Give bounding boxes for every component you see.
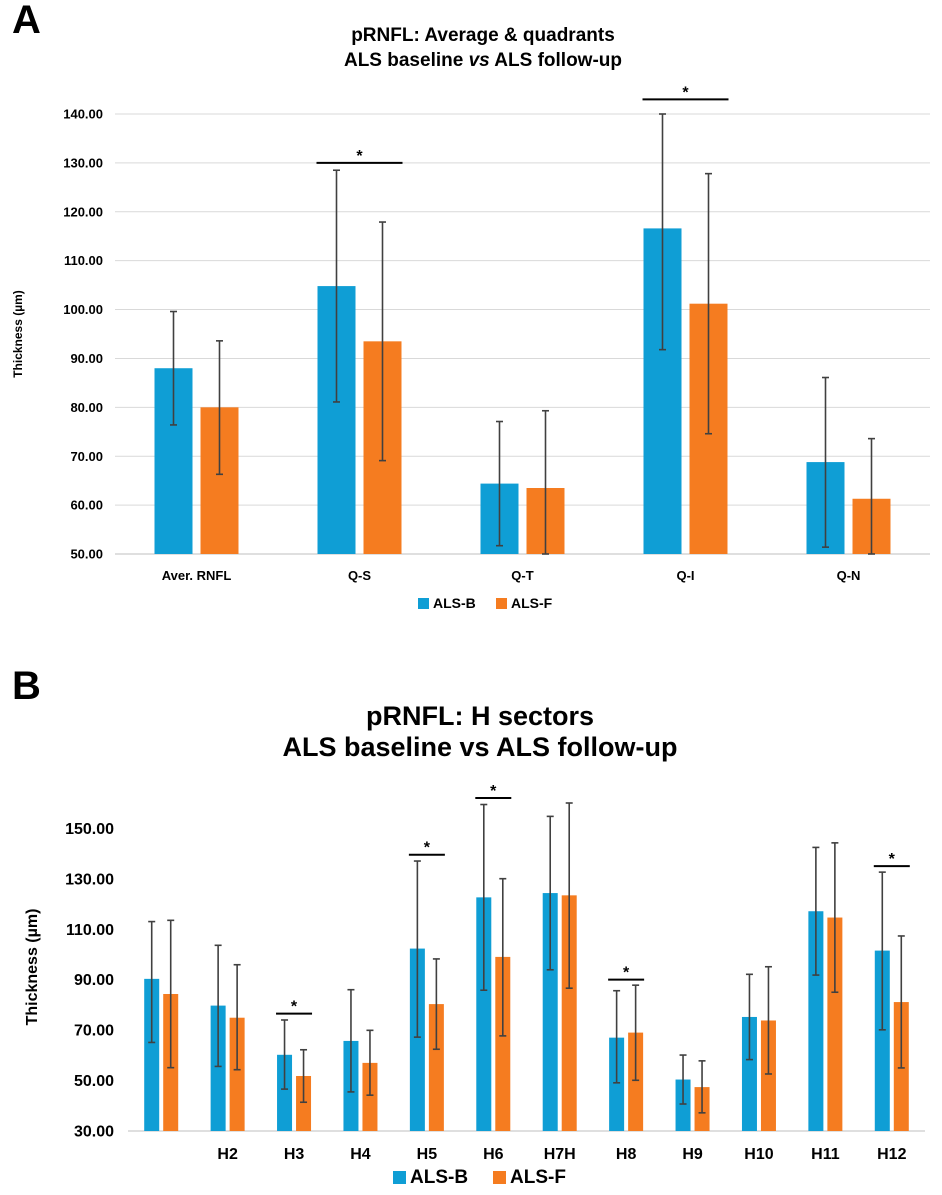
chart-a-significance-star: * <box>682 84 689 101</box>
chart-b-category-label: H9 <box>682 1146 703 1163</box>
chart-b-ytick-label: 150.00 <box>65 821 114 838</box>
chart-a-ytick-label: 50.00 <box>70 547 103 562</box>
chart-b-bar-als-f-2 <box>296 1075 312 1131</box>
chart-b-legend-swatch-als-b <box>393 1171 406 1184</box>
chart-b-category-label: H8 <box>616 1146 637 1163</box>
chart-b-bar-als-b-0 <box>144 978 160 1131</box>
chart-a-ytick-label: 60.00 <box>70 498 103 513</box>
chart-b-ylabel: Thickness (µm) <box>24 909 41 1026</box>
chart-a-category-label: Q-N <box>837 568 861 583</box>
chart-b-legend-label-als-b: ALS-B <box>410 1167 468 1188</box>
panel-b-letter: B <box>12 664 41 708</box>
chart-a-ytick-label: 80.00 <box>70 400 103 415</box>
chart-b-significance-star: * <box>424 840 431 857</box>
chart-b-significance-star: * <box>889 851 896 868</box>
chart-b-bar-als-f-5 <box>495 956 511 1131</box>
chart-b-significance-star: * <box>490 783 497 800</box>
chart-a-ytick-label: 110.00 <box>64 253 103 268</box>
chart-b-bar-als-f-6 <box>561 895 577 1131</box>
chart-b-bar-als-f-7 <box>628 1032 644 1131</box>
chart-b-category-label: H7H <box>544 1146 576 1163</box>
chart-b-category-label: H4 <box>350 1146 371 1163</box>
chart-b-bar-als-b-11 <box>874 950 890 1131</box>
chart-b-bar-als-f-1 <box>229 1017 245 1131</box>
chart-b-bar-als-b-4 <box>409 948 425 1131</box>
chart-b-bar-als-f-4 <box>428 1004 444 1131</box>
chart-b-bar-als-f-3 <box>362 1062 378 1131</box>
chart-b-ytick-label: 90.00 <box>74 972 114 989</box>
chart-a-significance-star: * <box>356 148 363 165</box>
chart-b-significance-star: * <box>623 965 630 982</box>
chart-a-subtitle-part: vs <box>469 50 490 71</box>
chart-a-category-label: Q-I <box>676 568 694 583</box>
chart-a: pRNFL: Average & quadrants ALS baseline v… <box>11 25 930 611</box>
chart-a-title: pRNFL: Average & quadrants <box>351 25 615 46</box>
chart-b-ytick-label: 130.00 <box>65 871 114 888</box>
chart-b-category-label: H6 <box>483 1146 504 1163</box>
chart-b-category-label: H3 <box>284 1146 305 1163</box>
chart-b-bar-als-b-5 <box>476 897 492 1131</box>
chart-b-bar-als-b-9 <box>741 1016 757 1131</box>
chart-a-ytick-label: 120.00 <box>63 204 103 219</box>
chart-a-legend-swatch-als-b <box>418 598 429 609</box>
chart-b-bar-als-b-7 <box>609 1037 625 1131</box>
chart-a-legend-swatch-als-f <box>496 598 507 609</box>
chart-a-subtitle: ALS baseline vs ALS follow-up <box>344 50 622 71</box>
chart-b-bar-als-f-9 <box>760 1020 776 1131</box>
chart-b-subtitle: ALS baseline vs ALS follow-up <box>282 732 677 762</box>
chart-a-legend-label-als-f: ALS-F <box>511 595 553 611</box>
chart-b-ytick-label: 110.00 <box>66 922 114 939</box>
chart-b-significance-star: * <box>291 999 298 1016</box>
chart-a-category-label: Q-T <box>511 568 533 583</box>
chart-b-ytick-label: 70.00 <box>74 1023 114 1040</box>
chart-b-bar-als-f-10 <box>827 917 843 1131</box>
chart-b-legend-label-als-f: ALS-F <box>510 1167 566 1188</box>
chart-b-bar-als-b-8 <box>675 1079 691 1131</box>
chart-a-category-label: Q-S <box>348 568 371 583</box>
chart-a-ytick-label: 130.00 <box>63 155 103 170</box>
chart-b-bar-als-b-6 <box>542 893 558 1131</box>
chart-a-ytick-label: 70.00 <box>70 449 103 464</box>
chart-b-legend-swatch-als-f <box>493 1171 506 1184</box>
chart-b-ytick-label: 30.00 <box>74 1124 114 1141</box>
chart-a-subtitle-part: ALS follow-up <box>490 50 622 71</box>
chart-a-ytick-label: 140.00 <box>63 107 103 122</box>
chart-b-category-label: H11 <box>811 1146 840 1163</box>
chart-b-category-label: H5 <box>417 1146 438 1163</box>
panel-a-letter: A <box>12 0 41 42</box>
chart-b-title: pRNFL: H sectors <box>366 701 594 731</box>
chart-a-ytick-label: 100.00 <box>63 302 103 317</box>
chart-b-bar-als-b-2 <box>277 1054 293 1131</box>
chart-b-bar-als-b-10 <box>808 911 824 1131</box>
chart-a-legend-label-als-b: ALS-B <box>433 595 476 611</box>
chart-a-category-label: Aver. RNFL <box>162 568 232 583</box>
chart-a-ylabel: Thickness (µm) <box>11 290 25 378</box>
chart-b-ytick-label: 50.00 <box>74 1073 114 1090</box>
chart-b-category-label: H12 <box>877 1146 906 1163</box>
chart-b-category-label: H2 <box>217 1146 238 1163</box>
chart-a-subtitle-part: ALS baseline <box>344 50 469 71</box>
chart-b-category-label: H10 <box>744 1146 773 1163</box>
chart-a-ytick-label: 90.00 <box>70 351 103 366</box>
chart-b-bar-als-b-1 <box>210 1005 226 1131</box>
